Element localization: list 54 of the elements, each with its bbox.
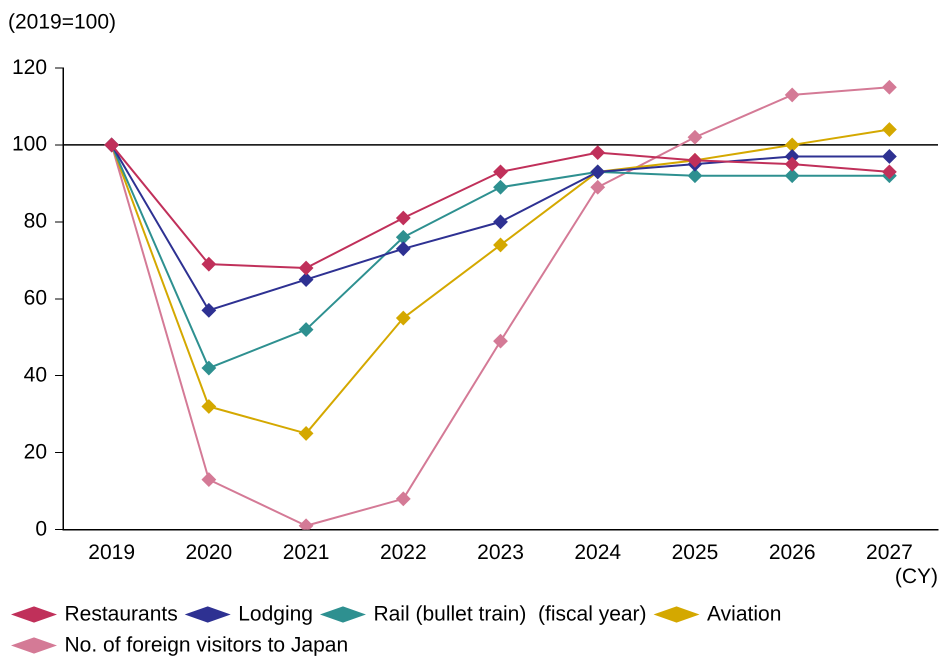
y-axis-title: (2019=100) — [8, 10, 116, 34]
point — [494, 214, 508, 229]
y-tick-label: 20 — [24, 440, 48, 464]
point — [396, 242, 410, 256]
point — [202, 257, 216, 272]
x-tick-label: 2020 — [186, 540, 232, 564]
point — [299, 272, 314, 287]
legend-label: Aviation — [707, 602, 782, 626]
x-tick-label: 2019 — [88, 540, 136, 564]
point — [396, 230, 410, 244]
point — [494, 164, 508, 179]
point — [590, 180, 605, 194]
y-tick-label: 80 — [24, 210, 48, 233]
x-axis-title: (CY) — [894, 565, 938, 588]
point — [688, 130, 702, 144]
y-tick-label: 120 — [12, 56, 48, 79]
point — [396, 311, 410, 326]
point — [299, 426, 314, 440]
point — [396, 211, 410, 226]
point — [882, 122, 896, 137]
point — [202, 472, 216, 487]
y-tick-label: 0 — [35, 517, 48, 540]
y-tick-label: 100 — [12, 132, 48, 156]
x-tick-label: 2021 — [282, 540, 330, 564]
point — [299, 261, 314, 276]
legend-label: Lodging — [238, 602, 313, 626]
y-tick-label: 60 — [24, 286, 48, 310]
point — [396, 492, 410, 506]
point — [882, 80, 896, 94]
point — [202, 400, 216, 414]
legend-label: Restaurants — [64, 602, 178, 626]
point — [785, 88, 800, 102]
point — [494, 238, 508, 252]
point — [785, 138, 800, 152]
point — [882, 149, 896, 164]
point — [785, 157, 800, 172]
legend-label: No. of foreign visitors to Japan — [64, 633, 348, 656]
point — [494, 334, 508, 348]
x-tick-label: 2026 — [768, 540, 816, 564]
point — [202, 303, 216, 318]
x-tick-label: 2024 — [574, 540, 622, 564]
point — [299, 322, 314, 337]
point — [785, 168, 800, 183]
x-tick-label: 2023 — [477, 540, 524, 564]
point — [882, 164, 896, 179]
x-tick-label: 2027 — [866, 540, 913, 564]
x-tick-label: 2022 — [380, 540, 427, 564]
legend-label: Rail (bullet train) (fiscal year) — [373, 602, 647, 626]
point — [688, 168, 702, 183]
point — [494, 180, 508, 194]
y-tick-label: 40 — [24, 364, 48, 387]
x-tick-label: 2025 — [672, 540, 718, 564]
point — [590, 146, 605, 160]
point — [202, 361, 216, 376]
